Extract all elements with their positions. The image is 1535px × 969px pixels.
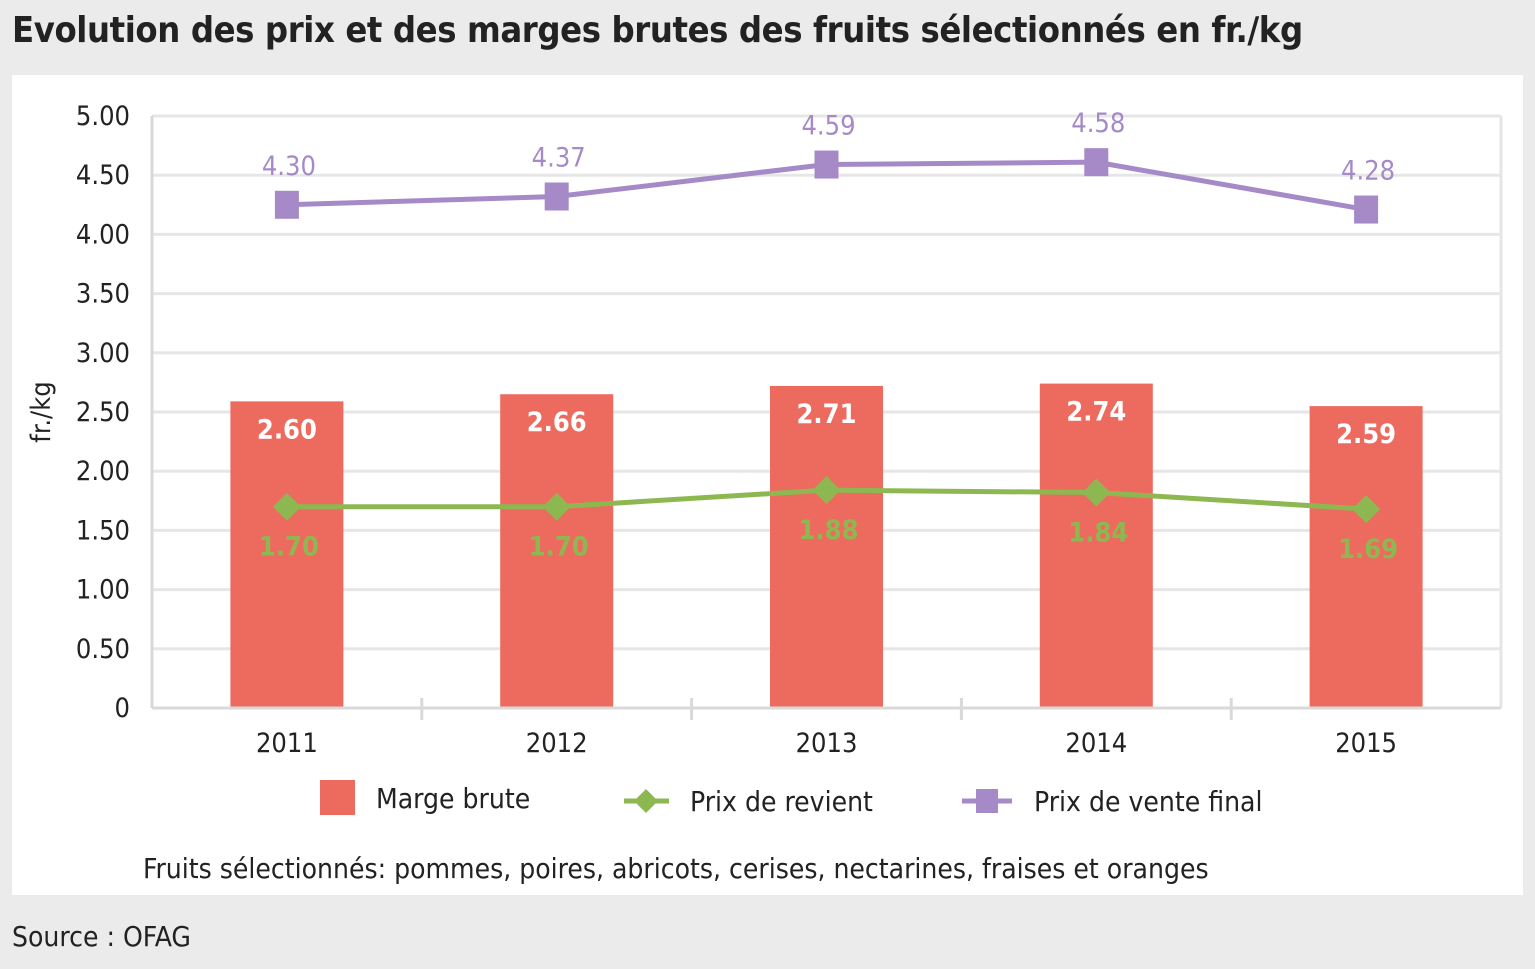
diamond-marker — [272, 492, 301, 521]
cost-price-data-label: 1.70 — [259, 532, 319, 563]
x-tick-label: 2011 — [256, 728, 318, 759]
bar-marge-brute — [500, 394, 614, 708]
diamond-marker — [1082, 478, 1111, 507]
legend-diamond-icon — [634, 789, 658, 813]
y-tick-label: 0 — [115, 693, 130, 724]
legend-label-prix-de-vente-final: Prix de vente final — [1034, 785, 1262, 818]
y-tick-label: 2.50 — [76, 397, 130, 428]
diamond-marker — [542, 492, 571, 521]
chart-title: Evolution des prix et des marges brutes … — [12, 10, 1303, 51]
bar-marge-brute — [1309, 406, 1423, 708]
y-tick-label: 0.50 — [76, 634, 130, 665]
legend-swatch-marge-brute — [320, 780, 355, 815]
cost-price-data-label: 1.69 — [1338, 534, 1398, 565]
sale-price-data-label: 4.37 — [532, 143, 586, 174]
legend-label-marge-brute: Marge brute — [376, 782, 530, 815]
y-axis-title: fr./kg — [26, 381, 57, 442]
bar-data-label: 2.66 — [527, 407, 587, 438]
y-tick-label: 4.00 — [76, 219, 130, 250]
legend-square-icon — [976, 789, 998, 813]
y-tick-label: 1.50 — [76, 515, 130, 546]
bar-data-label: 2.59 — [1336, 419, 1396, 450]
bar-marge-brute — [230, 401, 344, 708]
chart-panel: 0 0.50 1.00 1.50 2.00 2.50 3.00 3.50 4.00 4.50 5.0… — [12, 75, 1523, 895]
source-note: Source : OFAG — [12, 920, 191, 953]
square-marker — [274, 190, 299, 219]
bar-data-label: 2.71 — [797, 399, 857, 430]
x-tick-label: 2015 — [1335, 728, 1397, 759]
square-marker — [1084, 148, 1109, 177]
chart-svg: 0 0.50 1.00 1.50 2.00 2.50 3.00 3.50 4.00 4.50 5.0… — [26, 101, 1503, 885]
diamond-marker — [1352, 495, 1381, 524]
x-tick-label: 2013 — [796, 728, 858, 759]
y-tick-label: 5.00 — [76, 101, 130, 132]
square-marker — [814, 150, 839, 179]
bar-marge-brute — [770, 385, 883, 708]
y-tick-label: 1.00 — [76, 575, 130, 606]
x-tick-label: 2012 — [526, 728, 588, 759]
cost-price-data-label: 1.88 — [799, 515, 859, 546]
bar-marge-brute — [1039, 383, 1153, 708]
y-tick-label: 2.00 — [76, 456, 130, 487]
y-tick-label: 3.50 — [76, 279, 130, 310]
square-marker — [1354, 195, 1379, 224]
x-tick-label: 2014 — [1065, 728, 1127, 759]
fruits-footnote: Fruits sélectionnés: pommes, poires, abr… — [143, 852, 1209, 885]
sale-price-data-label: 4.58 — [1071, 108, 1125, 139]
y-tick-label: 4.50 — [76, 160, 130, 191]
sale-price-data-label: 4.30 — [262, 151, 316, 182]
sale-price-data-label: 4.28 — [1341, 156, 1395, 187]
bar-data-label: 2.60 — [257, 414, 317, 445]
cost-price-data-label: 1.84 — [1068, 518, 1128, 549]
bar-data-label: 2.74 — [1066, 397, 1126, 428]
cost-price-data-label: 1.70 — [529, 532, 589, 563]
legend-label-prix-de-revient: Prix de revient — [690, 785, 873, 818]
sale-price-data-label: 4.59 — [801, 111, 855, 142]
diamond-marker — [812, 476, 841, 505]
y-tick-label: 3.00 — [76, 338, 130, 369]
square-marker — [544, 182, 569, 211]
